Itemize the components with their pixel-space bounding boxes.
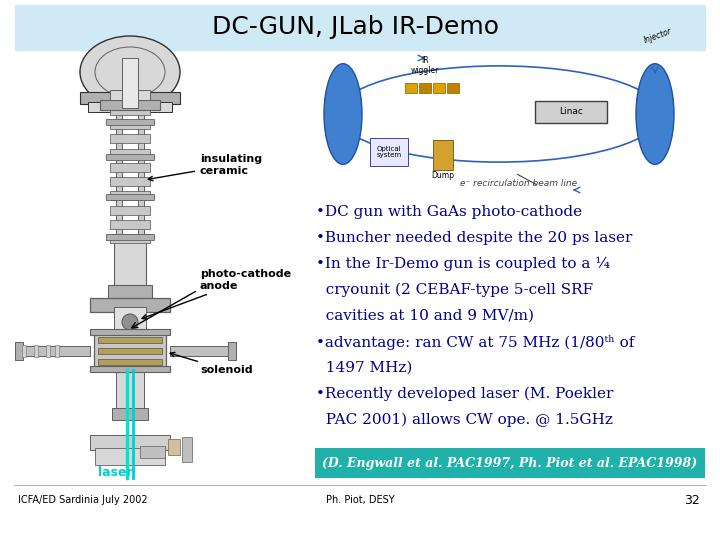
Bar: [110, 163, 150, 172]
Bar: [110, 191, 150, 200]
Text: cryounit (2 CEBAF-type 5-cell SRF: cryounit (2 CEBAF-type 5-cell SRF: [316, 283, 593, 298]
Text: 1497 MHz): 1497 MHz): [316, 361, 413, 375]
Bar: [112, 408, 148, 420]
Bar: [110, 148, 150, 158]
Text: insulating
ceramic: insulating ceramic: [148, 154, 262, 181]
Text: laser: laser: [98, 465, 132, 478]
Bar: [108, 285, 152, 300]
Bar: [116, 367, 144, 412]
Bar: [168, 439, 180, 455]
Bar: [110, 120, 150, 129]
Bar: [535, 101, 607, 123]
Bar: [106, 119, 154, 125]
Bar: [98, 348, 162, 354]
Bar: [46, 345, 50, 357]
Bar: [98, 359, 162, 365]
Bar: [114, 307, 146, 335]
Bar: [106, 194, 154, 200]
Bar: [100, 100, 160, 110]
Bar: [88, 102, 172, 112]
Text: Injector: Injector: [643, 26, 673, 45]
Bar: [110, 90, 150, 100]
Bar: [106, 154, 154, 160]
Bar: [110, 134, 150, 144]
Bar: [15, 342, 23, 360]
Bar: [106, 234, 154, 240]
Bar: [55, 345, 59, 357]
Bar: [22, 345, 26, 357]
Bar: [15, 5, 705, 50]
Bar: [182, 437, 192, 462]
Bar: [90, 435, 170, 450]
Bar: [90, 329, 170, 335]
Text: •DC gun with GaAs photo-cathode: •DC gun with GaAs photo-cathode: [316, 205, 582, 219]
Text: DC-GUN, JLab IR-Demo: DC-GUN, JLab IR-Demo: [212, 15, 498, 39]
Text: cavities at 10 and 9 MV/m): cavities at 10 and 9 MV/m): [316, 309, 534, 323]
Bar: [110, 234, 150, 243]
Bar: [140, 446, 165, 458]
Text: •Recently developed laser (M. Poekler: •Recently developed laser (M. Poekler: [316, 387, 613, 401]
Bar: [95, 448, 165, 465]
Bar: [170, 346, 230, 356]
Text: IR
wiggler: IR wiggler: [411, 56, 439, 75]
Bar: [98, 337, 162, 343]
Text: solenoid: solenoid: [170, 353, 253, 375]
Bar: [419, 83, 431, 93]
Text: (D. Engwall et al. PAC1997, Ph. Piot et al. EPAC1998): (D. Engwall et al. PAC1997, Ph. Piot et …: [323, 456, 698, 469]
Bar: [228, 342, 236, 360]
Bar: [110, 177, 150, 186]
Bar: [433, 83, 445, 93]
Bar: [122, 58, 138, 108]
Bar: [80, 92, 180, 104]
Bar: [110, 220, 150, 229]
Text: ICFA/ED Sardinia July 2002: ICFA/ED Sardinia July 2002: [18, 495, 148, 505]
Text: •advantage: ran CW at 75 MHz (1/80ᵗʰ of: •advantage: ran CW at 75 MHz (1/80ᵗʰ of: [316, 335, 634, 350]
Bar: [20, 346, 90, 356]
Text: Linac: Linac: [559, 107, 583, 117]
Bar: [90, 366, 170, 372]
Text: PAC 2001) allows CW ope. @ 1.5GHz: PAC 2001) allows CW ope. @ 1.5GHz: [316, 413, 613, 427]
Bar: [447, 83, 459, 93]
Bar: [433, 140, 453, 170]
Bar: [110, 206, 150, 214]
Bar: [315, 448, 705, 478]
Bar: [110, 106, 150, 115]
Text: Ph. Piot, DESY: Ph. Piot, DESY: [325, 495, 395, 505]
Bar: [138, 107, 144, 245]
Bar: [94, 334, 166, 368]
Text: •In the Ir-Demo gun is coupled to a ¼: •In the Ir-Demo gun is coupled to a ¼: [316, 257, 610, 271]
Text: Dump: Dump: [431, 172, 454, 180]
Text: •Buncher needed despite the 20 ps laser: •Buncher needed despite the 20 ps laser: [316, 231, 632, 245]
Bar: [370, 138, 408, 166]
Bar: [114, 240, 146, 290]
Text: e⁻ recirculation beam line: e⁻ recirculation beam line: [460, 179, 577, 188]
Ellipse shape: [324, 64, 362, 164]
Text: Optical
system: Optical system: [377, 145, 402, 159]
Bar: [90, 298, 170, 312]
Text: 32: 32: [684, 494, 700, 507]
Text: photo-cathode
anode: photo-cathode anode: [142, 269, 291, 319]
Bar: [405, 83, 417, 93]
Circle shape: [122, 314, 138, 330]
Bar: [34, 345, 38, 357]
Bar: [116, 107, 122, 245]
Ellipse shape: [636, 64, 674, 164]
Ellipse shape: [80, 36, 180, 108]
